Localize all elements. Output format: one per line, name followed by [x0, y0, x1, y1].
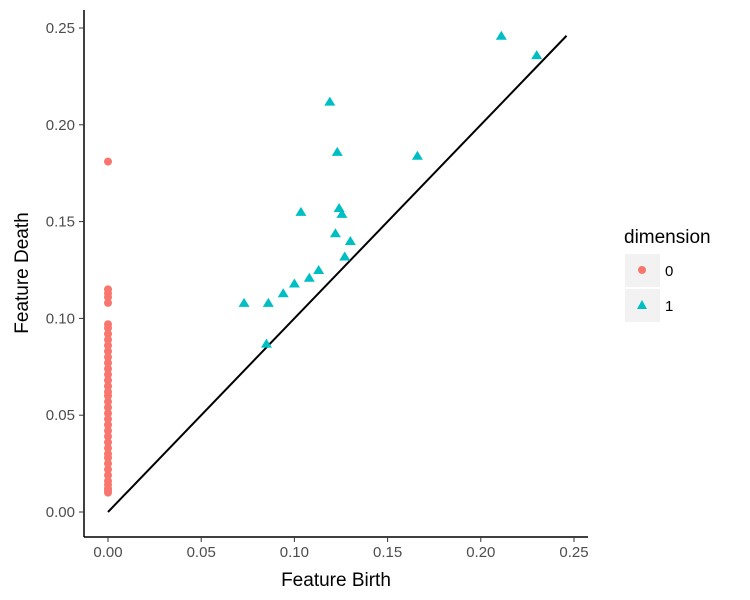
point-dim-0 [104, 403, 112, 412]
point-dim-0 [104, 157, 112, 166]
point-dim-0 [104, 324, 112, 333]
point-dim-0 [104, 471, 112, 480]
x-tick-label: 0.05 [187, 544, 216, 561]
point-dim-0 [104, 453, 112, 462]
point-dim-0 [104, 409, 112, 418]
legend: dimension 0 1 [624, 227, 711, 322]
legend-triangle-icon [637, 300, 647, 309]
y-tick-label: 0.10 [46, 310, 75, 327]
y-ticks: 0.00 0.05 0.10 0.15 0.20 0.25 [46, 20, 84, 521]
x-tick-label: 0.10 [280, 544, 309, 561]
x-tick-label: 0.20 [466, 544, 495, 561]
y-tick-label: 0.20 [46, 117, 75, 134]
legend-title: dimension [624, 227, 711, 248]
x-tick-label: 0.15 [373, 544, 402, 561]
point-dim-1 [313, 265, 325, 274]
point-dim-0 [104, 376, 112, 385]
point-dim-1 [344, 235, 356, 245]
point-dim-0 [104, 459, 112, 468]
point-dim-1 [238, 297, 250, 307]
x-ticks: 0.00 0.05 0.10 0.15 0.20 0.25 [93, 537, 589, 561]
point-dim-0 [104, 444, 112, 453]
diagonal-line [107, 35, 568, 513]
point-dim-1 [262, 297, 274, 307]
point-dim-1 [495, 30, 507, 40]
y-tick-label: 0.15 [46, 214, 75, 231]
point-dim-0 [104, 370, 112, 379]
point-dim-0 [104, 329, 112, 338]
y-tick-label: 0.25 [46, 20, 75, 37]
point-dim-0 [104, 415, 112, 424]
y-axis-title: Feature Death [12, 212, 33, 333]
point-dim-1 [331, 146, 343, 156]
point-dim-0 [104, 293, 112, 302]
point-dim-0 [104, 397, 112, 406]
point-dim-1 [339, 251, 351, 261]
point-dim-0 [104, 341, 112, 350]
y-tick-label: 0.05 [46, 407, 75, 424]
point-dim-1 [288, 278, 300, 288]
point-dim-0 [104, 347, 112, 356]
point-dim-0 [104, 335, 112, 344]
legend-circle-icon [638, 266, 646, 274]
point-dim-0 [104, 358, 112, 367]
point-dim-0 [104, 353, 112, 362]
point-dim-1 [324, 96, 336, 106]
plot-marks [104, 30, 568, 513]
point-dim-0 [104, 438, 112, 447]
x-tick-label: 0.00 [93, 544, 122, 561]
point-dim-1 [329, 228, 341, 238]
point-dim-0 [104, 382, 112, 391]
point-dim-1 [411, 150, 423, 160]
point-dim-0 [104, 426, 112, 435]
point-dim-0 [104, 364, 112, 373]
point-dim-0 [104, 391, 112, 400]
point-dim-1 [295, 206, 307, 216]
point-dim-1 [260, 338, 272, 348]
x-axis-title: Feature Birth [281, 570, 391, 591]
y-tick-label: 0.00 [46, 504, 75, 521]
point-dim-0 [104, 488, 112, 497]
legend-label-0: 0 [665, 263, 673, 280]
legend-label-1: 1 [665, 298, 673, 315]
point-dim-1 [277, 288, 289, 298]
point-dim-1 [336, 208, 348, 218]
point-dim-0 [104, 465, 112, 474]
point-dim-1 [531, 50, 543, 60]
point-dim-0 [104, 420, 112, 429]
point-dim-1 [303, 272, 315, 282]
x-tick-label: 0.25 [559, 544, 588, 561]
point-dim-0 [104, 432, 112, 441]
point-dim-0 [104, 298, 112, 307]
